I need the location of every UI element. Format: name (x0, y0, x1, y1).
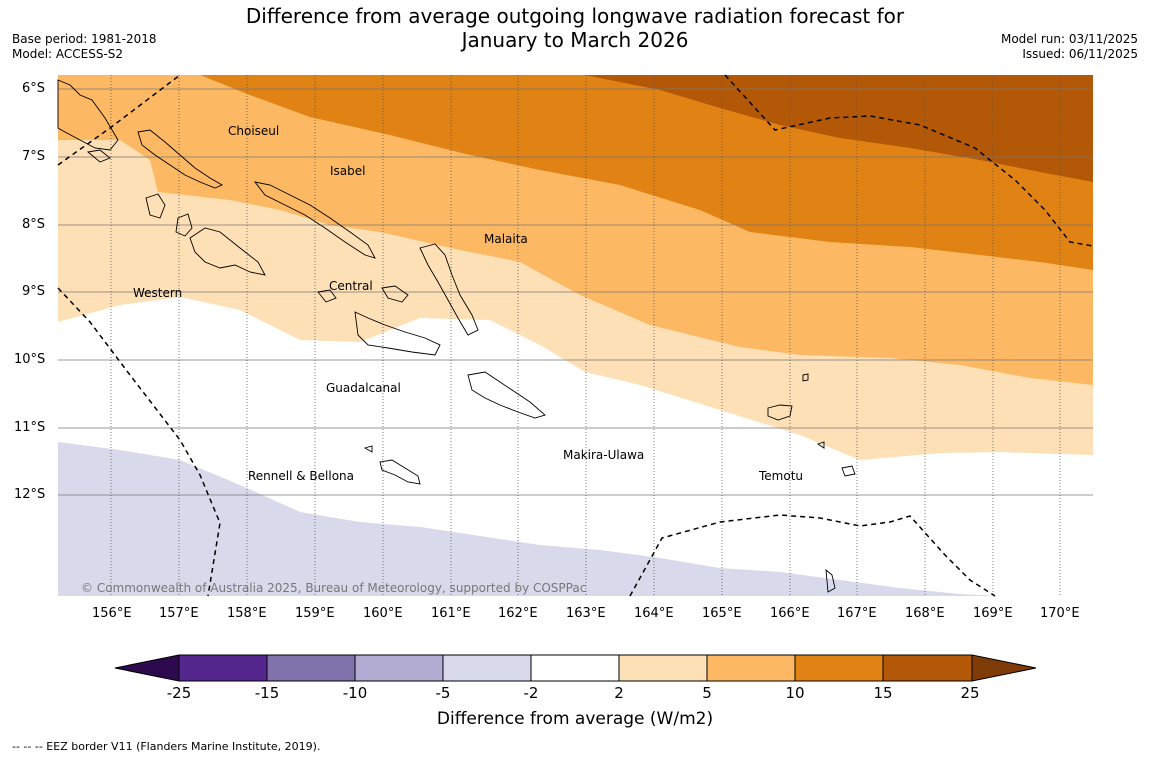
lon-label: 160°E (363, 606, 403, 621)
eez-footnote: -- -- -- EEZ border V11 (Flanders Marine… (12, 740, 321, 753)
lat-label: 12°S (14, 487, 46, 502)
island-makira (467, 371, 546, 419)
model-name: Model: ACCESS-S2 (12, 47, 124, 61)
colorbar-tick-label: 10 (785, 684, 805, 702)
issued-date: Issued: 06/11/2025 (1022, 47, 1138, 61)
colorbar-tick-label: 2 (614, 684, 624, 702)
lat-label: 11°S (14, 420, 46, 435)
lon-label: 159°E (295, 606, 335, 621)
colorbar-swatch (443, 655, 531, 681)
label-western: Western (133, 286, 183, 300)
colorbar-extend-min (115, 655, 179, 681)
colorbar-swatch (531, 655, 619, 681)
lon-label: 156°E (92, 606, 132, 621)
island-russells (317, 289, 337, 303)
island-utupua (816, 441, 825, 449)
copyright-notice: © Commonwealth of Australia 2025, Bureau… (81, 581, 587, 595)
colorbar-swatch (619, 655, 707, 681)
lon-label: 168°E (905, 606, 945, 621)
colorbar-swatch (883, 655, 972, 681)
colorbar (114, 654, 1037, 682)
label-makira-ulawa: Makira-Ulawa (563, 448, 645, 462)
island-florida (381, 285, 409, 303)
island-malaita (419, 243, 479, 336)
lon-label: 165°E (702, 606, 742, 621)
lon-label: 162°E (498, 606, 538, 621)
island-guadalcanal (354, 311, 441, 356)
island-reef (802, 373, 809, 382)
island-shortlands (86, 149, 111, 163)
lat-label: 7°S (22, 149, 46, 164)
title-line-1: Difference from average outgoing longwav… (245, 4, 905, 28)
colorbar-title: Difference from average (W/m2) (436, 709, 714, 729)
island-bellona (363, 445, 373, 453)
island-choiseul (137, 129, 223, 189)
label-temotu: Temotu (759, 469, 804, 483)
colorbar-swatch (355, 655, 443, 681)
lon-label: 161°E (431, 606, 471, 621)
lon-label: 170°E (1040, 606, 1080, 621)
colorbar-tick-label: -2 (523, 684, 539, 702)
island-vanikoro (841, 465, 856, 477)
meta-right: Model run: 03/11/2025 Issued: 06/11/2025 (1001, 32, 1138, 62)
island-bougainville (57, 79, 119, 151)
colorbar-swatch (267, 655, 355, 681)
base-period: Base period: 1981-2018 (12, 32, 157, 46)
lon-label: 158°E (227, 606, 267, 621)
map-title: Difference from average outgoing longwav… (0, 4, 1150, 52)
colorbar-tick-label: -5 (435, 684, 451, 702)
island-new-georgia (189, 227, 266, 276)
eez-southwest (57, 287, 221, 597)
colorbar-extend-max (972, 655, 1036, 681)
colorbar-tick-label: 25 (960, 684, 980, 702)
map-area (58, 75, 1093, 596)
band-15-25 (585, 75, 1093, 182)
lat-label: 8°S (22, 217, 46, 232)
colorbar-tick-label: 15 (873, 684, 893, 702)
label-central: Central (329, 279, 373, 293)
island-isabel (253, 181, 376, 259)
lon-label: 167°E (837, 606, 877, 621)
title-line-2: January to March 2026 (461, 28, 689, 52)
colorbar-swatch (795, 655, 883, 681)
island-anuta (825, 568, 836, 593)
island-kolombangara (175, 213, 193, 237)
label-guadalcanal: Guadalcanal (326, 381, 401, 395)
colorbar-dividers (178, 655, 973, 681)
colorbar-tick-label: -10 (342, 684, 368, 702)
label-malaita: Malaita (484, 232, 528, 246)
island-rennell (379, 459, 421, 485)
coastlines (57, 79, 856, 593)
lat-gridlines (58, 88, 1093, 496)
eez-northeast (724, 74, 1094, 247)
colorbar-tick-label: 5 (702, 684, 712, 702)
lat-label: 9°S (22, 284, 46, 299)
eez-border (57, 74, 1094, 597)
colorbar-swatch (707, 655, 795, 681)
eez-west (57, 74, 181, 166)
lon-label: 163°E (566, 606, 606, 621)
lon-label: 169°E (973, 606, 1013, 621)
lon-label: 164°E (634, 606, 674, 621)
meta-left: Base period: 1981-2018 Model: ACCESS-S2 (12, 32, 157, 62)
band-neg5-neg2 (58, 442, 1000, 596)
label-choiseul: Choiseul (228, 124, 280, 138)
colorbar-tick-label: -15 (254, 684, 280, 702)
label-isabel: Isabel (330, 164, 366, 178)
colorbar-tick-label: -25 (166, 684, 192, 702)
colorbar-swatch (179, 655, 267, 681)
island-vella-lavella (145, 193, 166, 219)
lon-label: 166°E (770, 606, 810, 621)
label-rennell-bellona: Rennell & Bellona (248, 469, 355, 483)
lon-label: 157°E (159, 606, 199, 621)
island-santa-cruz (767, 404, 793, 421)
lat-label: 6°S (22, 81, 46, 96)
model-run: Model run: 03/11/2025 (1000, 32, 1138, 46)
lat-label: 10°S (14, 352, 46, 367)
